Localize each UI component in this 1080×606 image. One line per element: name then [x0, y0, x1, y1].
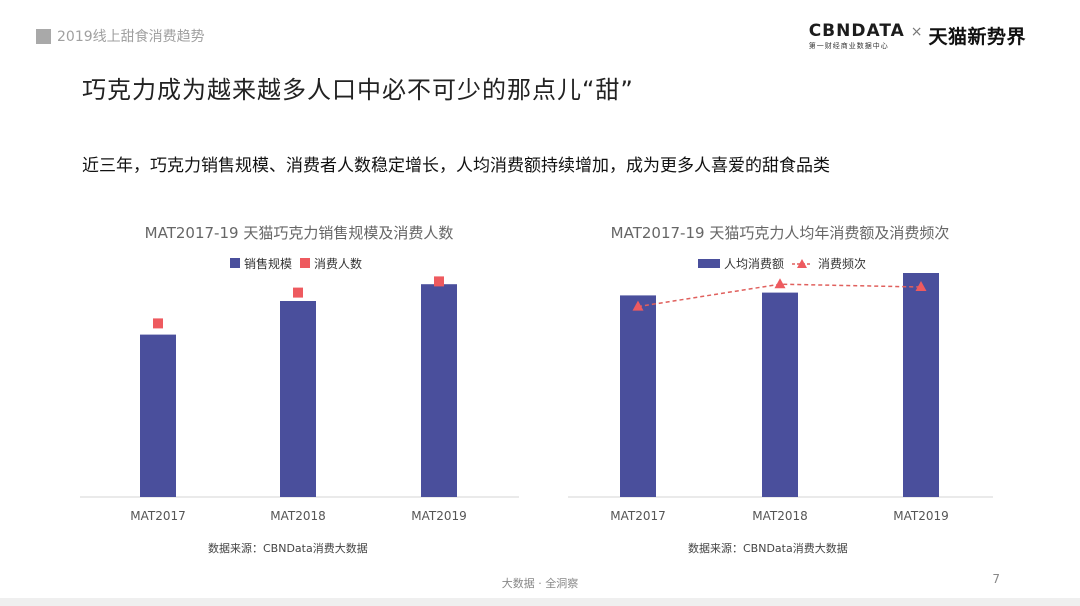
chart-2-triangle-marker-3 — [915, 281, 927, 291]
chart-2-source: 数据来源：CBNData消费大数据 — [688, 541, 848, 555]
chart-1-bar-3 — [421, 284, 457, 497]
page-subtitle: 近三年，巧克力销售规模、消费者人数稳定增长，人均消费额持续增加，成为更多人喜爱的… — [82, 156, 830, 176]
chart-1-x-tick-label-3: MAT2019 — [411, 509, 467, 523]
header-square-icon — [36, 28, 51, 44]
logo-group: CBNDATA 第一财经商业数据中心 × 天猫新势界 — [809, 22, 1026, 51]
chart-2-title: MAT2017-19 天猫巧克力人均年消费额及消费频次 — [611, 224, 950, 242]
chart-1-title: MAT2017-19 天猫巧克力销售规模及消费人数 — [145, 224, 454, 242]
bottom-band — [0, 598, 1080, 606]
header-tag-text: 2019线上甜食消费趋势 — [57, 29, 205, 45]
page-number: 7 — [992, 572, 1000, 586]
chart-2-bar-2 — [762, 292, 798, 497]
tmall-logo-text: 天猫新势界 — [928, 26, 1026, 48]
chart-2-x-tick-label-1: MAT2017 — [610, 509, 666, 523]
header-tag: 2019线上甜食消费趋势 — [36, 26, 205, 46]
cbndata-logo-subtext: 第一财经商业数据中心 — [808, 42, 889, 50]
chart-1-source: 数据来源：CBNData消费大数据 — [208, 541, 368, 555]
chart-1-x-tick-label-2: MAT2018 — [270, 509, 326, 523]
chart-1-x-tick-label-1: MAT2017 — [130, 509, 186, 523]
chart-2-triangle-marker-1 — [632, 300, 644, 311]
chart-1-legend-marker-swatch — [300, 258, 310, 268]
footer-tagline: 大数据 · 全洞察 — [501, 577, 579, 590]
cbndata-logo-text: CBNDATA — [808, 21, 905, 41]
chart-2-x-tick-label-2: MAT2018 — [752, 509, 808, 523]
chart-1-legend-marker-label: 消费人数 — [314, 256, 362, 271]
chart-2-x-tick-label-3: MAT2019 — [893, 509, 949, 523]
chart-2-triangle-marker-2 — [774, 278, 786, 289]
chart-2-legend-marker-label: 消费频次 — [818, 257, 866, 271]
logo-separator: × — [910, 24, 923, 40]
chart-2-legend-bar-label: 人均消费额 — [724, 257, 784, 271]
chart-1-square-marker-2 — [293, 287, 303, 298]
chart-2-bar-1 — [620, 295, 656, 497]
chart-1-legend-bar-swatch — [230, 258, 240, 268]
cbndata-logo: CBNDATA 第一财经商业数据中心 — [809, 22, 905, 51]
chart-1-square-marker-1 — [153, 318, 163, 329]
chart-2-bar-3 — [903, 273, 939, 497]
chart-1-legend-bar-label: 销售规模 — [244, 256, 292, 271]
chart-2-legend-bar-swatch — [698, 259, 720, 268]
chart-1-bar-1 — [140, 334, 176, 497]
chart-1-bar-2 — [280, 301, 316, 497]
chart-1-square-marker-3 — [434, 276, 444, 287]
chart-2-legend-triangle-icon — [797, 259, 807, 268]
page-title: 巧克力成为越来越多人口中必不可少的那点儿“甜” — [82, 76, 634, 104]
